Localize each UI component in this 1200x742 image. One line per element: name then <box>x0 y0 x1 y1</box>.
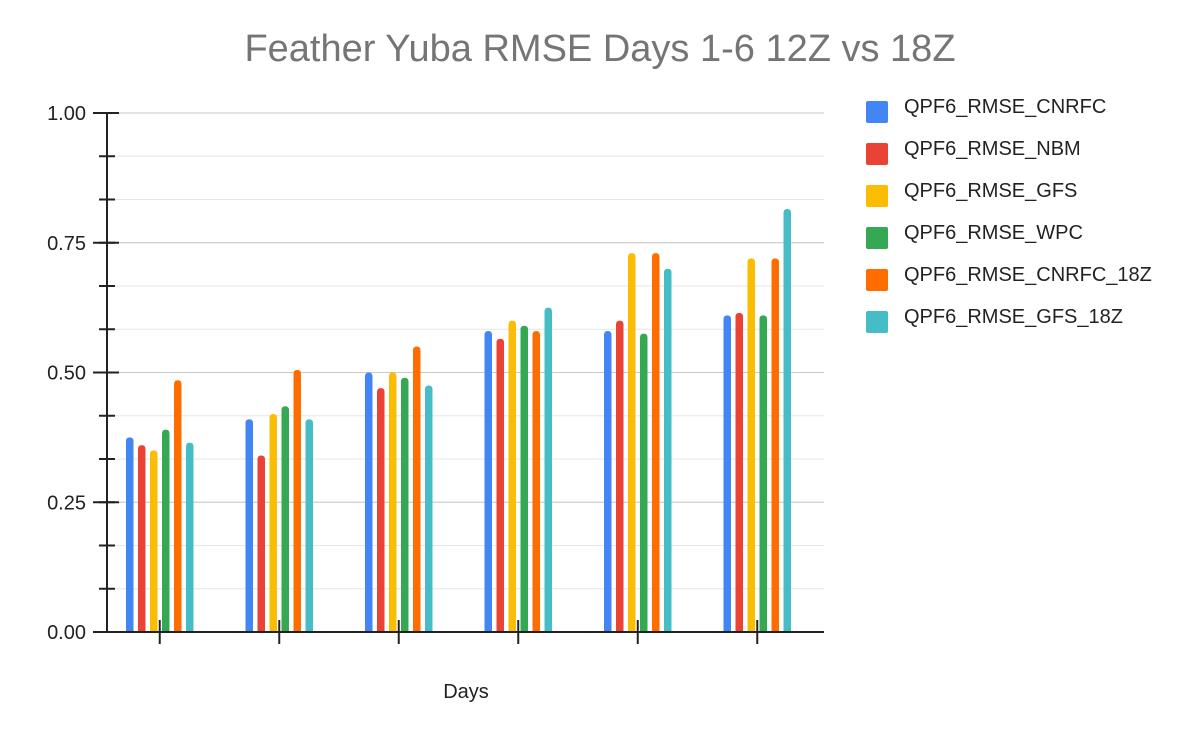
bar <box>138 445 146 632</box>
bar <box>759 315 767 632</box>
bar <box>281 406 289 632</box>
bar <box>126 437 134 632</box>
bar <box>496 338 504 632</box>
legend-swatch <box>866 269 888 291</box>
legend-label: QPF6_RMSE_GFS_18Z <box>904 306 1123 328</box>
bar <box>520 325 528 632</box>
y-tick-label: 0.25 <box>47 492 86 514</box>
bar <box>747 258 755 632</box>
bar <box>640 333 648 632</box>
bar <box>652 253 660 632</box>
y-tick-label: 0.50 <box>47 363 86 385</box>
y-tick-label: 0.00 <box>47 622 86 644</box>
bar <box>771 258 779 632</box>
bar <box>150 450 158 632</box>
legend-swatch <box>866 311 888 333</box>
bar <box>723 315 731 632</box>
bar <box>186 442 194 632</box>
bar <box>401 377 409 632</box>
bar <box>735 312 743 632</box>
bar <box>365 372 373 632</box>
legend-swatch <box>866 101 888 123</box>
chart-title: Feather Yuba RMSE Days 1-6 12Z vs 18Z <box>244 28 956 70</box>
legend-item: QPF6_RMSE_GFS <box>866 180 1166 207</box>
legend-label: QPF6_RMSE_CNRFC_18Z <box>904 264 1152 286</box>
bar <box>269 414 277 632</box>
bar <box>305 419 313 632</box>
bar <box>245 419 253 632</box>
bar <box>508 320 516 632</box>
legend-swatch <box>866 185 888 207</box>
bar <box>162 429 170 632</box>
legend-swatch <box>866 143 888 165</box>
y-axis: 0.00 0.25 0.50 0.75 1.00 <box>47 103 119 644</box>
legend-item: QPF6_RMSE_CNRFC <box>866 96 1166 123</box>
x-axis-title: Days <box>443 681 489 703</box>
bar <box>616 320 624 632</box>
bars <box>126 209 791 632</box>
x-axis <box>107 620 824 644</box>
bar <box>544 307 552 632</box>
y-tick-label: 0.75 <box>47 233 86 255</box>
legend: QPF6_RMSE_CNRFC QPF6_RMSE_NBM QPF6_RMSE_GF… <box>866 96 1166 348</box>
legend-item: QPF6_RMSE_WPC <box>866 222 1166 249</box>
bar <box>484 330 492 632</box>
bar <box>783 209 791 632</box>
gridlines <box>107 112 824 590</box>
bar <box>174 380 182 632</box>
bar <box>377 388 385 632</box>
bar <box>413 346 421 632</box>
bar <box>664 268 672 632</box>
legend-label: QPF6_RMSE_CNRFC <box>904 96 1107 118</box>
bar <box>257 455 265 632</box>
bar <box>425 385 433 632</box>
legend-item: QPF6_RMSE_GFS_18Z <box>866 306 1166 333</box>
legend-label: QPF6_RMSE_NBM <box>904 138 1081 160</box>
y-tick-label: 1.00 <box>47 103 86 125</box>
legend-item: QPF6_RMSE_CNRFC_18Z <box>866 264 1166 291</box>
legend-swatch <box>866 227 888 249</box>
bar <box>293 369 301 632</box>
legend-label: QPF6_RMSE_GFS <box>904 180 1078 202</box>
bar <box>389 372 397 632</box>
legend-label: QPF6_RMSE_WPC <box>904 222 1083 244</box>
legend-item: QPF6_RMSE_NBM <box>866 138 1166 165</box>
bar <box>628 253 636 632</box>
bar <box>604 330 612 632</box>
bar <box>532 330 540 632</box>
